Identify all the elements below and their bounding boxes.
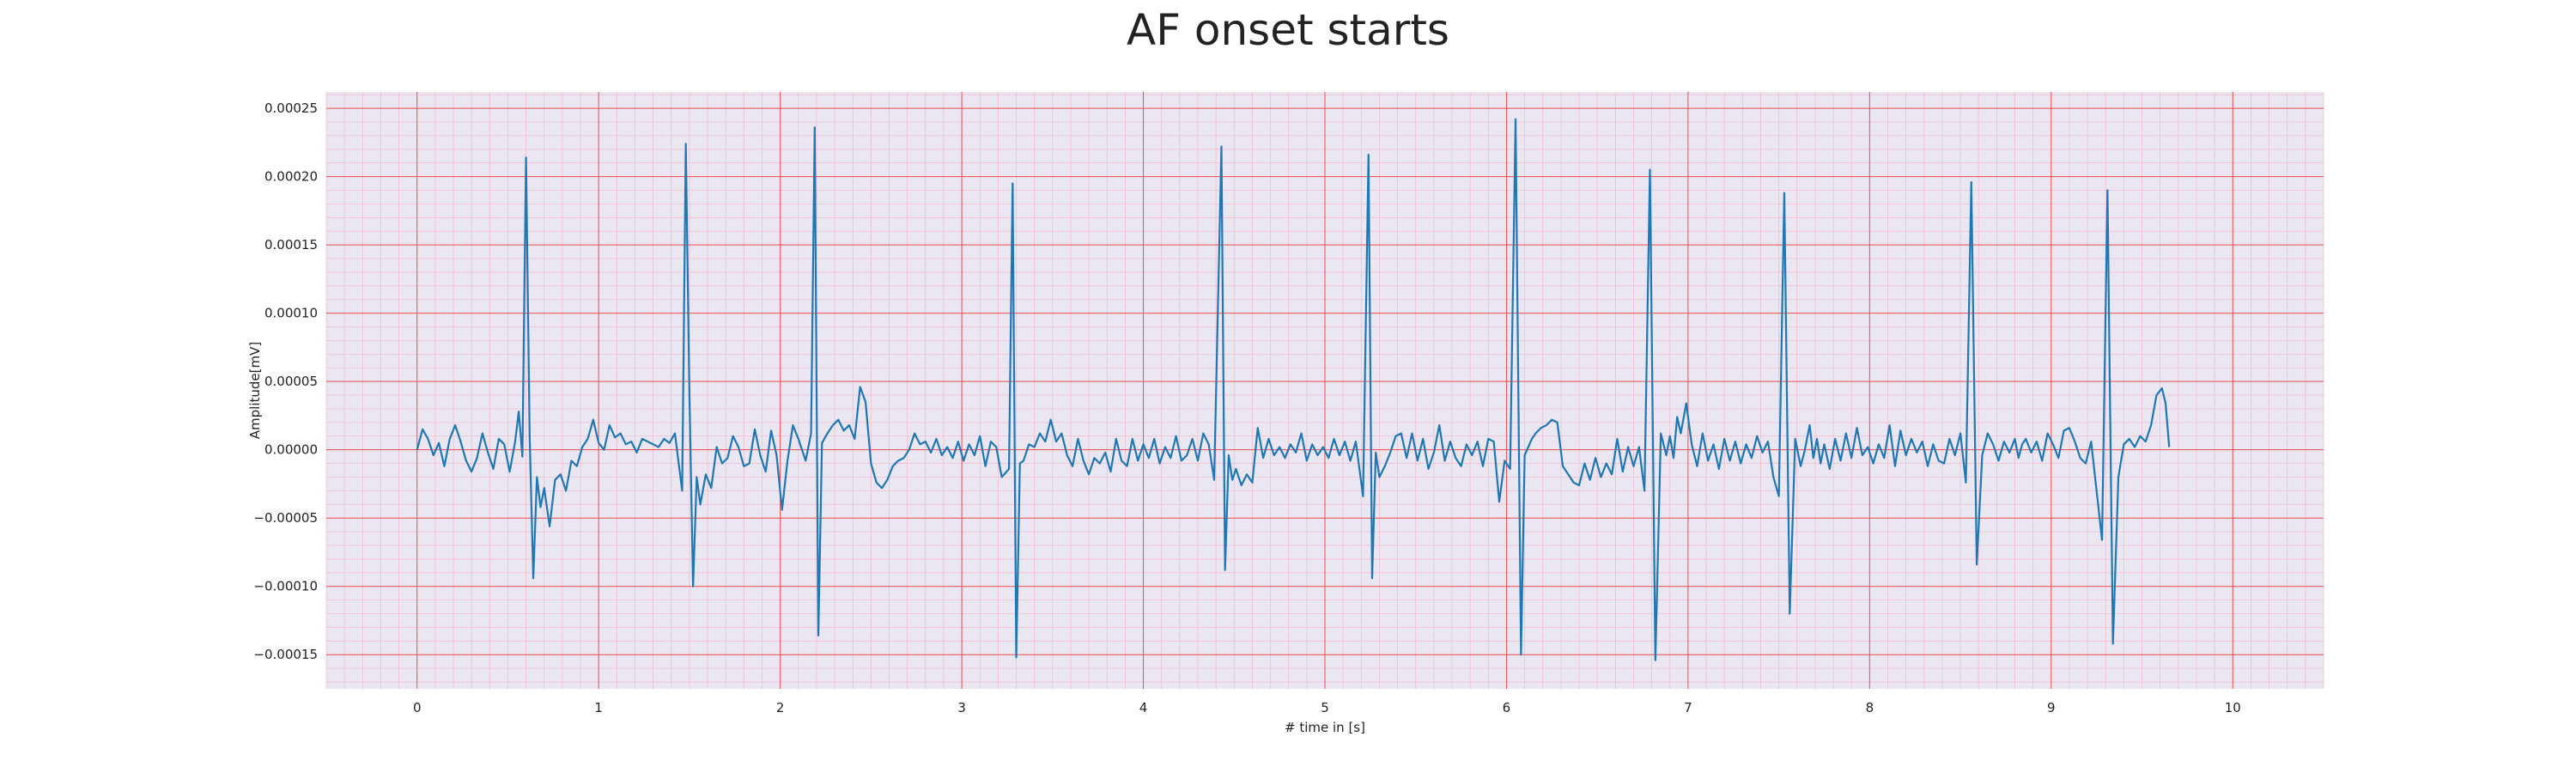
y-tick-label: 0.00015	[264, 237, 318, 253]
x-tick-label: 1	[594, 700, 603, 715]
x-tick-label: 2	[776, 700, 785, 715]
x-tick-label: 7	[1684, 700, 1692, 715]
x-tick-label: 3	[957, 700, 966, 715]
y-axis: −0.00015 −0.00010 −0.00005 0.00000 0.00005 0.…	[253, 100, 318, 662]
y-tick-label: −0.00010	[253, 579, 318, 594]
x-tick-label: 10	[2225, 700, 2241, 715]
y-axis-label: Amplitude[mV]	[247, 342, 263, 439]
y-tick-label: 0.00010	[264, 306, 318, 321]
x-axis-label: # time in [s]	[1285, 720, 1365, 735]
x-tick-label: 8	[1866, 700, 1874, 715]
x-tick-label: 9	[2047, 700, 2056, 715]
x-axis: 0 1 2 3 4 5 6 7 8 9 10	[413, 700, 2241, 715]
x-tick-label: 6	[1503, 700, 1511, 715]
y-tick-label: 0.00000	[264, 442, 318, 458]
series-layer	[416, 118, 2171, 661]
chart-title: AF onset starts	[1127, 5, 1449, 55]
series-line-ecg	[416, 118, 2171, 661]
x-tick-label: 4	[1139, 700, 1148, 715]
y-tick-label: 0.00005	[264, 374, 318, 389]
y-tick-label: −0.00015	[253, 647, 318, 662]
y-tick-label: −0.00005	[253, 510, 318, 526]
y-tick-label: 0.00025	[264, 100, 318, 116]
y-tick-label: 0.00020	[264, 169, 318, 185]
x-tick-label: 0	[413, 700, 422, 715]
x-tick-label: 5	[1321, 700, 1329, 715]
